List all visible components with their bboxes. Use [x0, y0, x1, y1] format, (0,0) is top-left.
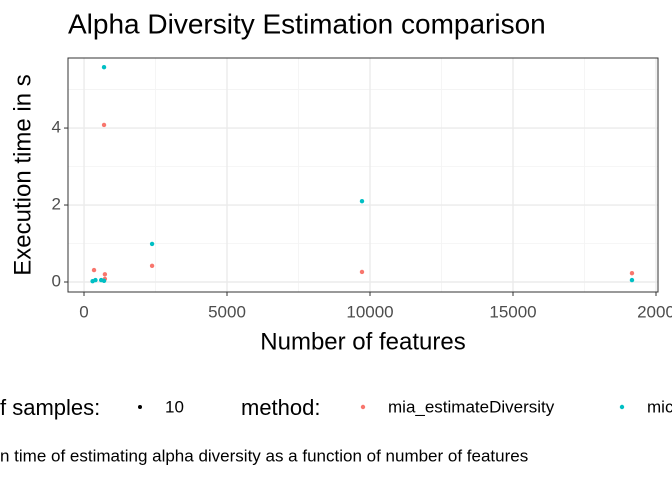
x-tick-label: 15000: [489, 302, 536, 321]
point: [101, 65, 107, 70]
panel-border: [67, 57, 659, 293]
x-tick-label: 10000: [346, 302, 393, 321]
x-tick-label: 0: [79, 302, 88, 321]
x-axis-label: Number of features: [260, 328, 465, 355]
legend-key: [360, 404, 366, 410]
point: [102, 272, 108, 277]
point: [359, 269, 365, 275]
legend-label: mic: [647, 397, 672, 416]
caption: n time of estimating alpha diversity as …: [0, 446, 528, 465]
point: [359, 198, 365, 204]
point: [91, 267, 97, 273]
x-tick-label: 5000: [208, 302, 246, 321]
chart-title: Alpha Diversity Estimation comparison: [68, 8, 546, 39]
size-legend-key: [138, 405, 142, 409]
color-legend-title: method:: [241, 395, 321, 420]
point: [149, 241, 155, 247]
y-tick-label: 4: [52, 118, 61, 137]
x-tick-label: 2000: [637, 302, 672, 321]
point: [93, 277, 98, 283]
size-legend-title: f samples:: [0, 395, 100, 420]
y-tick-label: 2: [52, 195, 61, 214]
point: [629, 270, 635, 276]
legend-key: [619, 404, 625, 410]
y-tick-label: 0: [52, 271, 61, 290]
point: [101, 278, 107, 284]
size-legend-label: 10: [165, 397, 184, 416]
y-axis-label: Execution time in s: [9, 74, 36, 275]
point: [101, 122, 107, 128]
point: [149, 263, 155, 269]
point: [629, 277, 635, 283]
legend-label: mia_estimateDiversity: [388, 397, 555, 416]
